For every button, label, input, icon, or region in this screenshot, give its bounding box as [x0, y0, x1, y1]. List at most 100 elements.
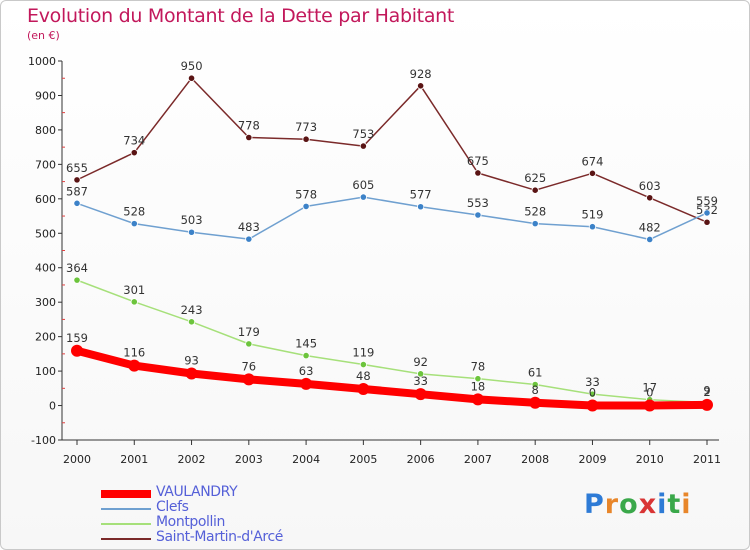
x-tick-label: 2000	[63, 453, 91, 466]
legend-label: Clefs	[156, 499, 189, 515]
x-tick-label: 2001	[120, 453, 148, 466]
data-point	[245, 340, 253, 348]
data-point	[417, 370, 425, 378]
data-label: 9	[703, 383, 710, 397]
data-label: 950	[181, 59, 203, 73]
data-label: 364	[66, 261, 88, 275]
chart-unit-label: (en €)	[27, 29, 60, 42]
legend-item: VAULANDRY	[101, 485, 361, 501]
data-label: 483	[238, 220, 260, 234]
data-point	[302, 135, 310, 143]
data-point	[588, 390, 597, 398]
data-label: 577	[410, 188, 432, 202]
data-label: 603	[639, 179, 661, 193]
data-label: 76	[241, 359, 256, 373]
data-point	[417, 203, 425, 211]
data-point	[71, 344, 83, 357]
y-tick-label: 1000	[28, 55, 56, 68]
data-label: 0	[646, 386, 653, 400]
y-tick-label: 300	[35, 296, 56, 309]
data-label: 773	[295, 120, 317, 134]
y-tick-label: 400	[35, 262, 56, 275]
data-point	[130, 220, 138, 228]
data-point	[73, 176, 81, 184]
x-tick-label: 2008	[521, 453, 549, 466]
data-point	[474, 375, 482, 383]
data-label: 17	[642, 381, 657, 395]
data-label: 159	[66, 331, 88, 345]
data-point	[529, 396, 542, 409]
data-point	[414, 388, 427, 401]
data-label: 33	[413, 374, 428, 388]
legend-item: Clefs	[101, 499, 361, 516]
data-label: 578	[295, 187, 317, 201]
data-label: 93	[184, 354, 199, 368]
data-label: 528	[524, 205, 546, 219]
data-label: 503	[181, 213, 203, 227]
legend-item: Montpollin	[101, 515, 361, 531]
data-point	[531, 220, 539, 228]
x-tick-label: 2004	[292, 453, 320, 466]
y-tick-label: -100	[31, 434, 56, 447]
y-tick-label: 200	[35, 331, 56, 344]
chart-title: Evolution du Montant de la Dette par Hab…	[27, 5, 455, 27]
x-tick-label: 2007	[464, 453, 492, 466]
data-point	[646, 235, 654, 244]
data-point	[130, 298, 138, 306]
data-point	[245, 235, 253, 243]
logo-letter: x	[638, 489, 658, 520]
legend-swatch	[101, 537, 151, 540]
data-label: 48	[356, 369, 371, 383]
logo-letter: o	[619, 489, 639, 520]
legend-item: Saint-Martin-d'Arcé	[101, 530, 361, 546]
series-line-vaulandry	[73, 346, 711, 410]
data-label: 0	[589, 386, 596, 400]
series-line-montpollin	[76, 279, 708, 404]
data-label: 655	[66, 161, 88, 175]
data-point	[643, 399, 656, 412]
logo-letter: i	[681, 489, 692, 520]
data-point	[357, 383, 370, 396]
data-point	[701, 398, 713, 411]
data-label: 587	[66, 184, 88, 198]
data-point	[73, 199, 81, 207]
data-point	[531, 186, 539, 194]
data-label: 8	[532, 383, 539, 397]
logo-letter: t	[667, 489, 682, 520]
data-label: 605	[352, 178, 374, 192]
series-line-saint-martin-d-arc-	[76, 77, 708, 223]
data-point	[588, 169, 597, 177]
data-label: 675	[467, 154, 489, 168]
data-point	[130, 149, 138, 157]
data-point	[474, 169, 482, 177]
data-label: 179	[238, 325, 260, 339]
data-label: 92	[413, 355, 428, 369]
data-point	[302, 351, 310, 360]
x-tick-label: 2010	[636, 453, 664, 466]
data-point	[242, 373, 255, 386]
data-label: 61	[528, 366, 543, 380]
data-label: 18	[471, 379, 486, 393]
y-tick-label: 500	[35, 227, 56, 240]
data-point	[300, 377, 313, 390]
data-point	[185, 367, 198, 380]
data-point	[302, 202, 310, 210]
logo-letter: r	[604, 489, 620, 520]
data-label: 78	[471, 360, 486, 374]
data-label: 625	[524, 171, 546, 185]
data-point	[417, 82, 425, 90]
data-label: 559	[696, 194, 718, 208]
x-tick-label: 2003	[235, 453, 263, 466]
y-tick-label: 600	[35, 193, 56, 206]
data-label: 928	[410, 67, 432, 81]
x-tick-label: 2006	[407, 453, 435, 466]
data-point	[703, 218, 711, 226]
data-point	[73, 276, 81, 284]
series-line-clefs	[76, 196, 708, 241]
x-tick-label: 2002	[178, 453, 206, 466]
data-point	[187, 74, 196, 82]
legend-swatch	[101, 489, 151, 498]
legend-swatch	[101, 522, 151, 525]
data-label: 116	[123, 346, 145, 360]
